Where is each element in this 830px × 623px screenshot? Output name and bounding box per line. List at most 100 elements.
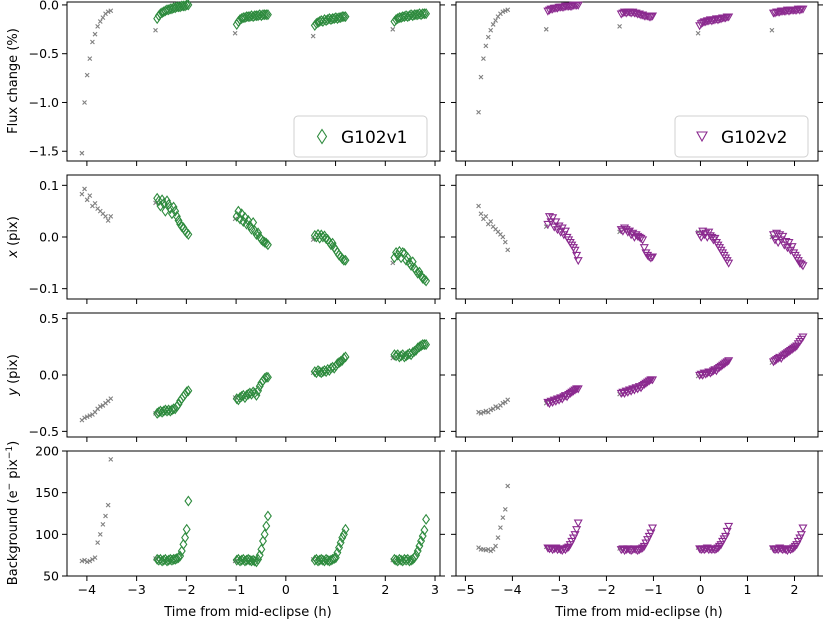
point-G102v1-y-orbit3-3 <box>234 394 243 406</box>
point-G102v1-y-orbit4-19 <box>338 354 347 366</box>
point-G102v1-bg-orbit1-8 <box>97 531 103 537</box>
point-G102v1-bg-orbit5-20 <box>420 524 429 536</box>
point-G102v2-y-orbit5-21 <box>798 333 808 342</box>
point-G102v1-y-orbit2-21 <box>184 385 193 397</box>
point-G102v2-x-orbit5-20 <box>796 260 806 269</box>
point-G102v1-bg-orbit1-7 <box>95 540 101 546</box>
point-G102v1-flux-orbit4-19 <box>338 11 347 23</box>
point-G102v1-y-orbit2-12 <box>169 403 178 415</box>
point-G102v1-flux-orbit3-1 <box>232 30 238 36</box>
ytick-label-bg: 100 <box>35 527 59 542</box>
point-G102v2-bg-orbit3-2 <box>616 546 626 555</box>
point-G102v1-x-orbit1-11 <box>105 218 111 223</box>
point-G102v2-y-orbit4-6 <box>701 370 711 379</box>
point-G102v2-x-orbit5-21 <box>798 262 808 271</box>
xtick-label-G102v2: −4 <box>503 582 521 597</box>
ytick-label-bg: 200 <box>35 444 59 459</box>
point-G102v2-y-orbit5-16 <box>790 343 800 352</box>
point-G102v2-y-orbit3-17 <box>641 379 651 388</box>
ytick-label-flux: 0.0 <box>39 0 59 12</box>
point-G102v2-bg-orbit4-19 <box>721 532 731 541</box>
point-G102v2-x-orbit2-7 <box>551 218 561 227</box>
point-G102v1-x-orbit4-20 <box>339 254 348 266</box>
axis-ticks: 0.0−0.5−1.0−1.50.10.0−0.10.50.0−0.520015… <box>29 0 823 597</box>
point-G102v1-bg-orbit3-11 <box>247 555 256 567</box>
point-G102v1-x-orbit5-10 <box>403 252 412 264</box>
point-G102v2-x-orbit5-4 <box>772 229 782 238</box>
point-G102v2-x-orbit2-2 <box>543 220 553 230</box>
ylabel-y: y (pix) <box>6 354 21 397</box>
point-G102v2-bg-orbit3-15 <box>638 544 648 553</box>
point-G102v1-x-orbit3-9 <box>244 214 253 227</box>
point-G102v1-y-orbit3-21 <box>263 371 272 383</box>
point-G102v1-bg-orbit1-12 <box>108 456 114 462</box>
point-G102v2-y-orbit5-12 <box>784 348 794 357</box>
point-G102v2-x-orbit2-6 <box>549 223 559 232</box>
point-G102v2-y-orbit4-17 <box>718 361 728 370</box>
point-G102v1-bg-orbit3-10 <box>245 554 254 566</box>
point-G102v2-y-orbit2-15 <box>564 391 574 400</box>
point-G102v2-x-orbit4-21 <box>724 259 734 268</box>
point-G102v2-y-orbit1-2 <box>478 410 484 416</box>
point-G102v2-x-orbit3-15 <box>638 236 648 245</box>
point-G102v2-flux-orbit1-13 <box>505 7 511 13</box>
point-G102v2-bg-orbit3-14 <box>636 545 646 554</box>
point-G102v1-y-orbit3-7 <box>240 392 249 404</box>
point-G102v1-y-orbit3-16 <box>255 380 264 392</box>
point-G102v2-bg-orbit2-21 <box>573 519 583 528</box>
point-G102v2-bg-orbit3-20 <box>646 529 656 538</box>
xtick-label-G102v2: 0 <box>696 582 704 597</box>
point-G102v2-bg-orbit2-9 <box>554 545 564 554</box>
point-G102v1-y-orbit5-8 <box>400 351 409 363</box>
xlabel-right: Time from mid-eclipse (h) <box>554 605 722 620</box>
point-G102v1-y-orbit1-3 <box>84 414 90 420</box>
point-G102v1-bg-orbit5-12 <box>407 554 416 566</box>
xtick-label-G102v1: 1 <box>332 582 340 597</box>
ytick-label-y: 0.0 <box>39 368 59 383</box>
point-G102v2-x-orbit1-6 <box>488 219 494 224</box>
point-G102v1-x-orbit1-10 <box>103 213 108 219</box>
point-G102v1-x-orbit1-2 <box>82 186 87 192</box>
xtick-label-G102v1: 0 <box>282 582 290 597</box>
point-G102v2-bg-orbit5-14 <box>787 545 797 554</box>
point-G102v1-x-orbit5-21 <box>422 275 431 287</box>
point-G102v2-flux-orbit1-4 <box>483 43 489 49</box>
point-G102v2-bg-orbit2-20 <box>572 526 582 535</box>
point-G102v1-x-orbit1-12 <box>108 213 114 219</box>
point-G102v1-y-orbit5-21 <box>422 339 431 351</box>
point-G102v1-flux-orbit1-2 <box>82 100 87 105</box>
point-G102v1-x-orbit3-10 <box>245 220 254 232</box>
point-G102v2-x-orbit3-20 <box>646 254 656 263</box>
ytick-label-x: 0.0 <box>39 230 59 245</box>
point-G102v2-y-orbit3-15 <box>638 381 648 391</box>
point-G102v1-flux-orbit1-1 <box>79 150 85 156</box>
point-G102v1-flux-orbit1-7 <box>95 23 101 29</box>
point-G102v1-bg-orbit5-11 <box>405 555 414 567</box>
point-G102v1-y-orbit2-14 <box>172 401 181 413</box>
point-G102v1-x-orbit2-9 <box>164 198 173 210</box>
point-G102v1-flux-orbit2-3 <box>154 10 163 22</box>
legend-left-diamond <box>316 128 328 145</box>
point-G102v2-x-orbit1-2 <box>478 211 484 217</box>
point-G102v1-flux-orbit1-8 <box>97 19 103 24</box>
point-G102v1-y-orbit3-20 <box>262 371 271 383</box>
point-G102v1-flux-orbit1-6 <box>92 31 98 37</box>
ytick-label-y: 0.5 <box>39 311 59 326</box>
panel-G102v2-bg <box>455 450 819 577</box>
point-G102v2-y-orbit5-13 <box>786 347 796 356</box>
point-G102v2-x-orbit2-20 <box>572 251 582 261</box>
ytick-label-y: −0.5 <box>29 424 59 439</box>
point-G102v1-flux-orbit5-21 <box>422 8 431 20</box>
panel-G102v1-flux <box>66 1 441 162</box>
point-G102v1-x-orbit2-21 <box>184 228 193 240</box>
point-G102v1-x-orbit5-19 <box>418 272 427 284</box>
point-G102v2-x-orbit5-10 <box>781 237 791 247</box>
point-G102v1-x-orbit5-9 <box>402 254 411 266</box>
point-G102v2-flux-orbit1-3 <box>481 56 486 61</box>
point-G102v2-y-orbit3-16 <box>639 380 649 389</box>
point-G102v2-y-orbit1-4 <box>483 408 489 414</box>
point-G102v1-flux-orbit5-19 <box>418 8 427 20</box>
point-G102v2-flux-orbit2-2 <box>543 7 553 16</box>
point-G102v2-flux-orbit3-15 <box>638 11 648 20</box>
point-G102v2-y-orbit5-8 <box>778 352 788 361</box>
